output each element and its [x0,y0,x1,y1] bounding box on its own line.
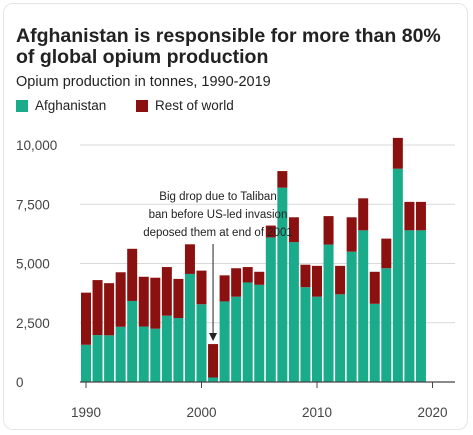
bar-afghanistan [300,287,311,382]
bar-rest-of-world [346,217,357,252]
chart-subtitle: Opium production in tonnes, 1990-2019 [16,74,271,90]
bar-rest-of-world [173,278,184,319]
bar-rest-of-world [358,198,369,231]
y-tick-label: 2,500 [16,316,50,331]
legend-swatch-afghanistan [16,100,28,112]
bar-rest-of-world [265,225,276,238]
x-tick-label: 2010 [302,405,332,420]
bar-rest-of-world [312,265,322,297]
bar-rest-of-world [150,277,161,329]
bar-afghanistan [381,268,392,382]
bar-rest-of-world [300,264,311,288]
bar-afghanistan [81,344,91,382]
bar-afghanistan [335,294,346,382]
legend-label-afghanistan: Afghanistan [35,98,107,113]
chart-card [3,3,468,430]
bar-afghanistan [104,335,115,382]
bar-rest-of-world [415,201,426,231]
bar-rest-of-world [219,275,230,302]
bar-afghanistan [138,326,149,382]
bar-afghanistan [219,301,230,382]
bar-rest-of-world [381,238,392,269]
bar-afghanistan [208,377,219,382]
annotation-arrow-head [209,333,218,341]
bar-rest-of-world [81,292,91,345]
bar-afghanistan [127,300,138,382]
bar-rest-of-world [196,270,207,305]
bar-rest-of-world [184,244,195,274]
bar-afghanistan [404,230,415,382]
bar-afghanistan [196,304,207,382]
annotation-text-line: ban before US-led invasion [149,209,288,221]
bar-rest-of-world [138,276,149,327]
bar-rest-of-world [404,201,415,231]
bar-afghanistan [92,335,103,382]
annotation-text-line: deposed them at end of 2001 [143,227,293,239]
bar-afghanistan [277,187,288,382]
bar-afghanistan [346,251,357,382]
bar-afghanistan [161,315,172,382]
y-tick-label: 0 [16,375,24,390]
bar-rest-of-world [115,272,126,327]
bar-rest-of-world [392,137,403,169]
bar-rest-of-world [369,271,380,304]
y-tick-label: 5,000 [16,257,50,272]
bar-rest-of-world [161,267,172,316]
bar-afghanistan [265,237,276,382]
bar-afghanistan [358,230,369,382]
bar-rest-of-world [104,283,115,336]
bar-afghanistan [254,284,265,382]
bar-rest-of-world [288,217,299,243]
legend-label-rest-of-world: Rest of world [155,98,234,113]
bar-afghanistan [242,282,253,382]
annotation-text-line: Big drop due to Taliban [159,191,276,203]
bar-rest-of-world [231,268,242,297]
bar-afghanistan [392,168,403,382]
bar-afghanistan [231,296,242,382]
bar-rest-of-world [254,271,265,285]
bar-afghanistan [150,328,161,382]
bar-rest-of-world [277,171,288,188]
bar-rest-of-world [323,216,334,245]
x-tick-label: 2000 [186,405,216,420]
bar-afghanistan [312,296,322,382]
bar-rest-of-world [208,344,219,378]
bar-afghanistan [115,326,126,382]
bar-afghanistan [415,230,426,382]
bar-afghanistan [184,273,195,382]
bar-afghanistan [369,303,380,382]
bar-afghanistan [173,318,184,382]
legend-swatch-rest-of-world [136,100,148,112]
bar-rest-of-world [92,280,103,336]
y-tick-label: 10,000 [16,138,57,153]
bar-rest-of-world [335,265,346,295]
chart-title: Afghanistan is responsible for more than… [16,25,441,68]
bar-afghanistan [288,242,299,382]
y-tick-label: 7,500 [16,197,50,212]
bar-rest-of-world [242,267,253,283]
x-tick-label: 2020 [417,405,447,420]
x-tick-label: 1990 [71,405,101,420]
bar-rest-of-world [127,248,138,301]
bar-afghanistan [323,244,334,382]
